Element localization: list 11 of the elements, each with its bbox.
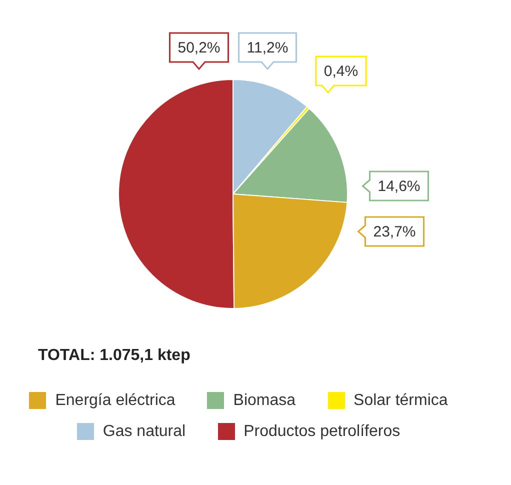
legend-label: Solar térmica xyxy=(354,392,448,410)
data-label: 14,6% xyxy=(378,178,420,196)
legend-label: Energía eléctrica xyxy=(55,392,176,410)
legend-label: Biomasa xyxy=(233,392,296,410)
data-label: 0,4% xyxy=(324,63,358,80)
legend-label: Gas natural xyxy=(102,422,186,440)
text: TOTAL: 1.075,1 ktep xyxy=(38,346,190,366)
data-label: 23,7% xyxy=(373,224,416,241)
data-label: 11,2% xyxy=(246,40,288,57)
legend-label: Productos petrolíferos xyxy=(244,422,400,440)
data-label: 50,2% xyxy=(178,40,220,57)
